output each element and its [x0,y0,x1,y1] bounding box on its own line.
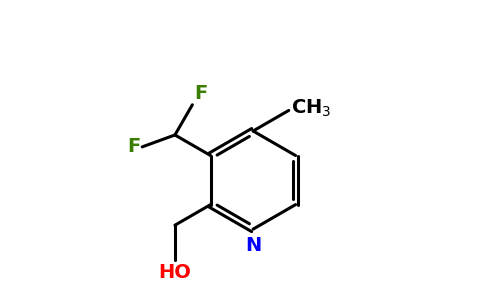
Text: CH$_3$: CH$_3$ [291,98,332,119]
Text: F: F [127,137,141,156]
Text: F: F [194,84,207,103]
Text: HO: HO [158,263,191,282]
Text: N: N [245,236,261,255]
